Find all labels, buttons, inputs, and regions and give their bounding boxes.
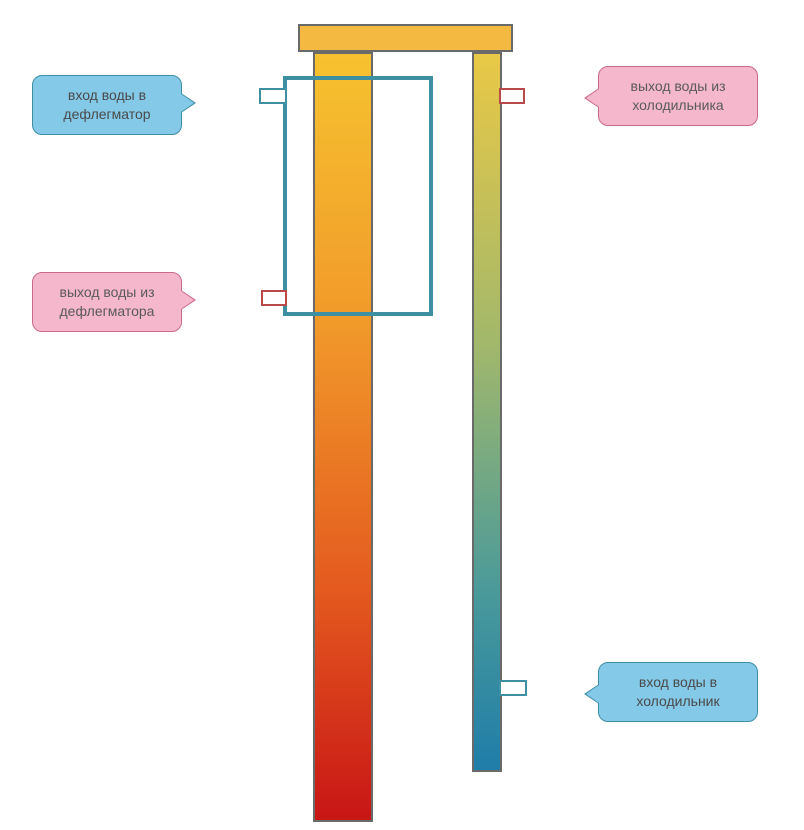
cooler-in-port bbox=[499, 680, 527, 696]
callout-deflegmator-out: выход воды из дефлегматора bbox=[32, 272, 182, 332]
callout-tail-icon bbox=[181, 94, 194, 112]
callout-text: вход воды в дефлегматор bbox=[47, 86, 167, 124]
deflegmator-out-port bbox=[261, 290, 287, 306]
callout-text: выход воды из холодильника bbox=[613, 77, 743, 115]
callout-cooler-in: вход воды в холодильник bbox=[598, 662, 758, 722]
diagram-canvas: вход воды в дефлегматор выход воды из деф… bbox=[0, 0, 804, 830]
callout-cooler-out: выход воды из холодильника bbox=[598, 66, 758, 126]
right-column bbox=[472, 52, 502, 772]
callout-text: вход воды в холодильник bbox=[613, 673, 743, 711]
deflegmator-in-port bbox=[259, 88, 287, 104]
callout-tail-icon bbox=[181, 291, 194, 309]
cooling-jacket bbox=[283, 76, 433, 316]
callout-text: выход воды из дефлегматора bbox=[47, 283, 167, 321]
top-bar bbox=[298, 24, 513, 52]
cooler-out-port bbox=[499, 88, 525, 104]
callout-deflegmator-in: вход воды в дефлегматор bbox=[32, 75, 182, 135]
callout-tail-icon bbox=[586, 685, 599, 703]
callout-tail-icon bbox=[586, 89, 599, 107]
